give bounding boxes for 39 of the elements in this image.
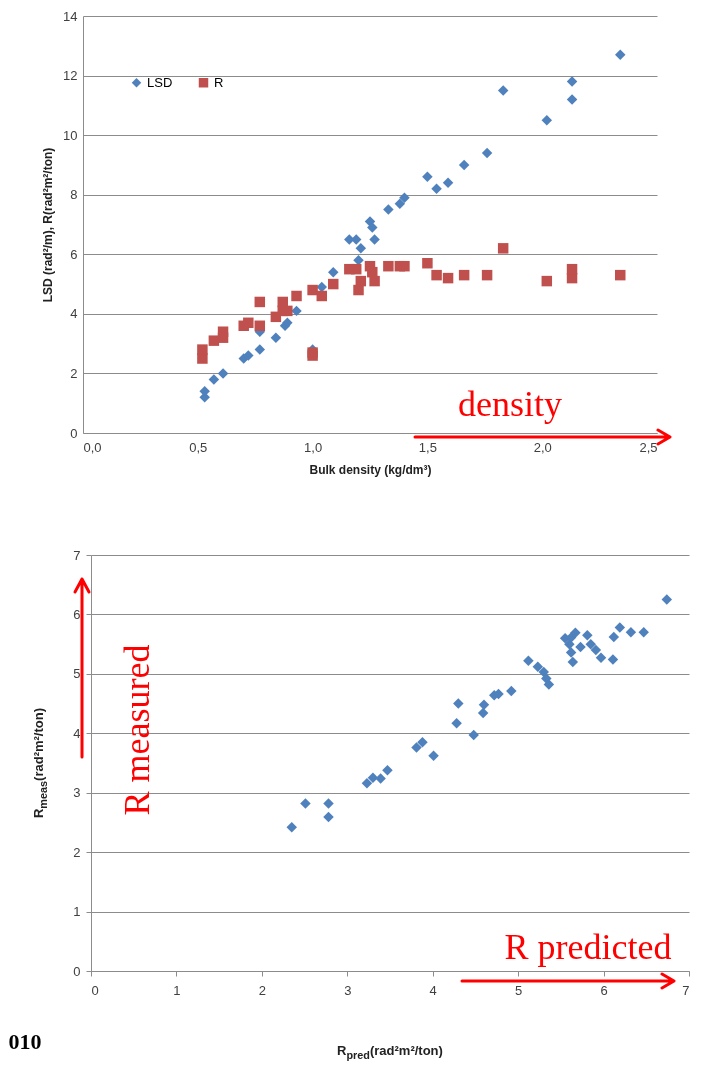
x-tick-label: 1,0 bbox=[304, 439, 323, 455]
x-tick-label: 0,5 bbox=[189, 439, 208, 455]
y-tick-label: 10 bbox=[63, 127, 78, 143]
y-tick-label: 6 bbox=[70, 246, 78, 262]
y-tick-label: 0 bbox=[70, 425, 78, 441]
annotation: R measured bbox=[117, 644, 157, 816]
x-tick-label: 4 bbox=[429, 982, 437, 998]
y-tick-label: 12 bbox=[63, 68, 78, 84]
y-tick-label: 5 bbox=[73, 666, 81, 682]
annotation: density bbox=[458, 384, 562, 424]
x-tick-label: 0 bbox=[91, 982, 99, 998]
y-tick-label: 2 bbox=[70, 365, 78, 381]
x-tick-label: 1 bbox=[173, 982, 181, 998]
x-tick-label: 2,0 bbox=[533, 439, 552, 455]
x-tick-label: 2 bbox=[258, 982, 266, 998]
x-axis-title: R$_{pred}$(rad²m²/ton) bbox=[337, 1043, 443, 1061]
y-tick-label: 4 bbox=[70, 306, 78, 322]
legend-label: R bbox=[214, 74, 224, 90]
legend-label: LSD bbox=[147, 74, 173, 90]
y-tick-label: 7 bbox=[73, 547, 81, 563]
y-tick-label: 4 bbox=[73, 725, 81, 741]
y-tick-label: 1 bbox=[73, 904, 81, 920]
x-tick-label: 1,5 bbox=[418, 439, 437, 455]
x-tick-label: 3 bbox=[344, 982, 352, 998]
x-tick-label: 6 bbox=[600, 982, 608, 998]
y-tick-label: 2 bbox=[73, 844, 81, 860]
y-tick-label: 0 bbox=[73, 963, 81, 979]
annotation: R predicted bbox=[504, 927, 672, 967]
x-axis-title: Bulk density (kg/dm³) bbox=[309, 462, 432, 477]
y-axis-title: LSD (rad²/m), R(rad²m²/ton) bbox=[41, 147, 56, 303]
text: 010 bbox=[8, 1029, 42, 1054]
x-tick-label: 5 bbox=[515, 982, 523, 998]
y-tick-label: 3 bbox=[73, 785, 81, 801]
y-tick-label: 8 bbox=[70, 187, 78, 203]
x-tick-label: 2,5 bbox=[639, 439, 658, 455]
y-tick-label: 6 bbox=[73, 606, 81, 622]
x-tick-label: 0,0 bbox=[83, 439, 102, 455]
y-tick-label: 14 bbox=[63, 8, 78, 24]
x-tick-label: 7 bbox=[682, 982, 690, 998]
